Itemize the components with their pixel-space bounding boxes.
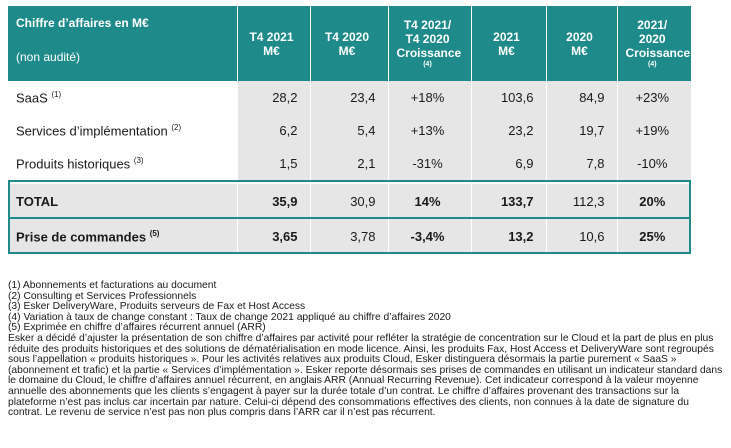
col-header-2021: 2021 M€ [471,6,547,81]
table-cell: 20% [617,184,691,219]
table-cell: 84,9 [546,81,618,114]
table-subtitle: (non audité) [16,50,81,64]
bookings-row: Prise de commandes (5) 3,65 3,78 -3,4% 1… [8,219,691,254]
table-cell: 25% [617,219,691,254]
header-title-cell: Chiffre d’affaires en M€ (non audité) [8,6,238,81]
col-header-2020: 2020 M€ [546,6,618,81]
table-cell: 6,9 [471,147,547,180]
table-cell: 30,9 [310,184,389,219]
table-cell: +23% [617,81,691,114]
table-cell: 2,1 [310,147,389,180]
table-cell: 23,4 [310,81,389,114]
footnote: (5) Exprimée en chiffre d’affaires récur… [8,322,266,334]
table-cell: 1,5 [237,147,311,180]
col-header-t4-growth: T4 2021/T4 2020 Croissance (4) [388,6,472,81]
row-label: Prise de commandes (5) [8,219,238,254]
table-cell: +18% [388,81,472,114]
table-cell: 3,65 [237,219,311,254]
notes-section: (1) Abonnements et facturations au docum… [8,280,723,419]
table-cell: 28,2 [237,81,311,114]
table-row: Services d’implémentation (2) 6,2 5,4 +1… [8,114,691,147]
table-cell: 7,8 [546,147,618,180]
table-cell: 6,2 [237,114,311,147]
footnote: (1) Abonnements et facturations au docum… [8,280,217,291]
table-cell: +13% [388,114,472,147]
table-cell: 13,2 [471,219,547,254]
row-label: Services d’implémentation (2) [8,114,238,147]
explanatory-paragraph: Esker a décidé d’ajuster la présentation… [8,332,723,419]
table-cell: 14% [388,184,472,219]
col-header-t4-2021: T4 2021 M€ [237,6,311,81]
table-cell: 35,9 [237,184,311,219]
row-label: SaaS (1) [8,81,238,114]
table-cell: 23,2 [471,114,547,147]
table-row: SaaS (1) 28,2 23,4 +18% 103,6 84,9 +23% [8,81,691,114]
col-header-t4-2020: T4 2020 M€ [310,6,389,81]
table-cell: -10% [617,147,691,180]
table-cell: 112,3 [546,184,618,219]
table-cell: -31% [388,147,472,180]
table-cell: 5,4 [310,114,389,147]
table-cell: -3,4% [388,219,472,254]
footnote: (4) Variation à taux de change constant … [8,311,451,323]
footnote: (2) Consulting et Services Professionnel… [8,290,197,302]
table-cell: 103,6 [471,81,547,114]
row-label: Produits historiques (3) [8,147,238,180]
table-cell: 10,6 [546,219,618,254]
table-cell: +19% [617,114,691,147]
table-cell: 19,7 [546,114,618,147]
col-header-year-growth: 2021/2020 Croissance (4) [617,6,691,81]
table-title: Chiffre d’affaires en M€ [16,16,149,30]
table-header-row: Chiffre d’affaires en M€ (non audité) T4… [8,6,691,81]
revenue-table: Chiffre d’affaires en M€ (non audité) T4… [8,6,691,254]
row-label: TOTAL [8,184,238,219]
footnote: (3) Esker DeliveryWare, Produits serveur… [8,301,306,313]
table-cell: 3,78 [310,219,389,254]
table-row: Produits historiques (3) 1,5 2,1 -31% 6,… [8,147,691,180]
total-row: TOTAL 35,9 30,9 14% 133,7 112,3 20% [8,184,691,219]
table-cell: 133,7 [471,184,547,219]
